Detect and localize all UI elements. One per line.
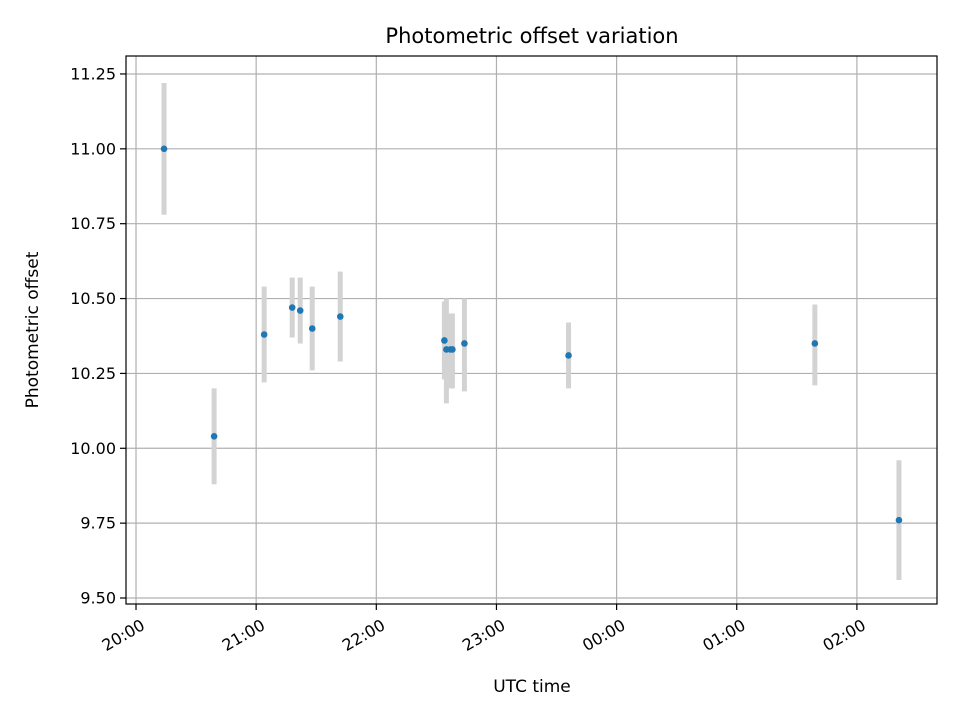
- y-tick-label: 11.00: [70, 139, 116, 158]
- data-point: [288, 304, 296, 311]
- y-tick-label: 10.25: [70, 364, 116, 383]
- plot-frame: [125, 55, 938, 605]
- y-tick-label: 10.00: [70, 439, 116, 458]
- data-point: [336, 313, 344, 320]
- data-point: [461, 340, 468, 347]
- y-axis-ticks: 9.50 9.75 10.00 10.25 10.50 10.75 11.00 11.25: [70, 64, 126, 608]
- grid: [126, 56, 937, 604]
- y-tick-label: 11.25: [70, 64, 116, 83]
- data-point: [296, 307, 304, 314]
- data-point: [565, 352, 572, 359]
- data-point: [308, 325, 316, 332]
- data-point: [895, 516, 903, 524]
- y-tick-label: 9.50: [80, 589, 116, 608]
- y-tick-label: 10.50: [70, 289, 116, 308]
- data-point: [449, 346, 456, 353]
- y-tick-label: 10.75: [70, 214, 116, 233]
- data-point: [210, 433, 218, 440]
- data-point: [811, 340, 819, 347]
- x-axis-label: UTC time: [493, 677, 571, 697]
- data-point: [260, 331, 268, 338]
- data-points: [160, 145, 903, 524]
- data-point: [441, 337, 448, 344]
- chart-title: Photometric offset variation: [385, 24, 678, 48]
- data-point: [160, 145, 168, 153]
- y-tick-label: 9.75: [80, 514, 116, 533]
- y-axis-label: Photometric offset: [23, 251, 43, 408]
